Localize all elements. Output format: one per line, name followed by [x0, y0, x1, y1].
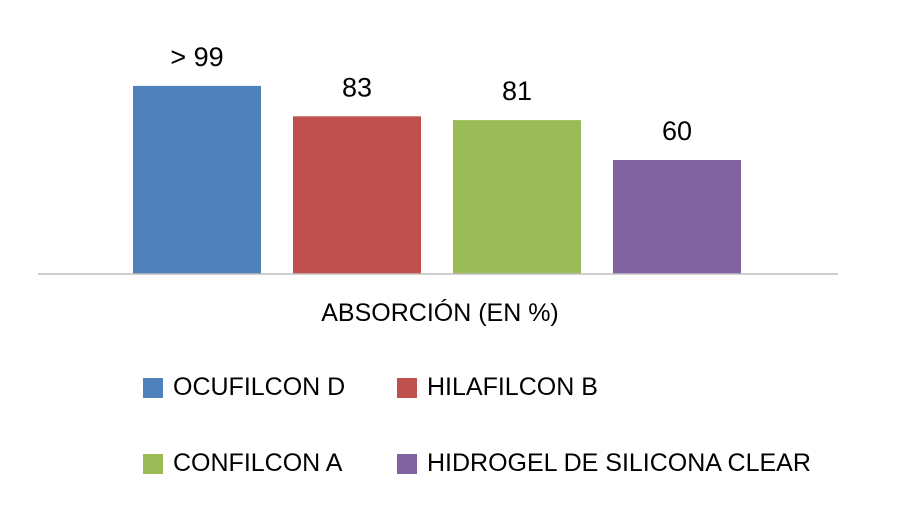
bars-group — [133, 85, 741, 275]
bar-confilcon-a — [453, 120, 581, 274]
data-labels-group: > 99 83 81 60 — [170, 42, 692, 146]
bar-hilafilcon-b — [293, 116, 421, 274]
data-label-hilafilcon-b: 83 — [342, 72, 372, 102]
x-axis-title: ABSORCIÓN (EN %) — [321, 298, 559, 327]
bar-hidrogel-de-silicona-clear — [613, 160, 741, 274]
bar-ocufilcon-d — [133, 85, 261, 275]
data-label-confilcon-a: 81 — [502, 76, 532, 106]
data-label-ocufilcon-d: > 99 — [170, 42, 223, 72]
data-label-hidrogel-de-silicona-clear: 60 — [662, 116, 692, 146]
